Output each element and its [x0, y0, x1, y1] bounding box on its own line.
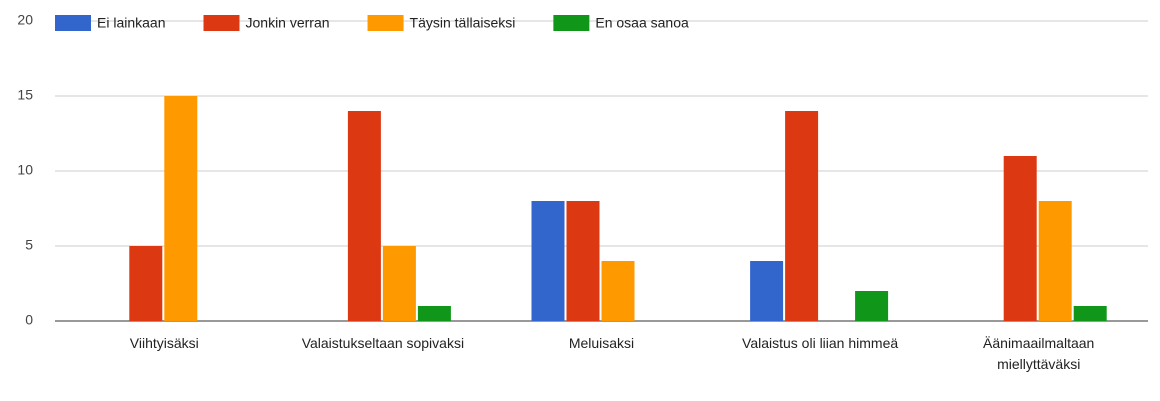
- y-tick-label: 15: [17, 87, 33, 103]
- bar: [164, 96, 198, 321]
- legend-swatch: [203, 15, 240, 31]
- x-tick-label: Viihtyisäksi: [129, 335, 199, 351]
- bar: [382, 246, 416, 321]
- bar: [417, 306, 451, 321]
- bar: [1073, 306, 1107, 321]
- legend-swatch: [55, 15, 91, 31]
- bar: [566, 201, 600, 321]
- bar: [1003, 156, 1037, 321]
- x-tick-label: Valaistukseltaan sopivaksi: [301, 335, 465, 351]
- x-tick-label: Meluisaksi: [568, 335, 635, 351]
- bar: [750, 261, 784, 321]
- y-tick-label: 5: [25, 237, 33, 253]
- y-tick-label: 10: [17, 162, 33, 178]
- bar: [129, 246, 163, 321]
- bar: [785, 111, 819, 321]
- x-tick-label: Äänimaailmaltaan miellyttäväksi: [983, 335, 1095, 372]
- legend-label: Täysin tällaiseksi: [410, 15, 516, 31]
- legend-swatch: [553, 15, 590, 31]
- y-tick-label: 0: [25, 312, 33, 328]
- bar: [601, 261, 635, 321]
- legend-swatch: [367, 15, 404, 31]
- bar: [855, 291, 889, 321]
- legend-label: Jonkin verran: [246, 15, 330, 31]
- legend-label: Ei lainkaan: [97, 15, 166, 31]
- bar: [1038, 201, 1072, 321]
- bar: [347, 111, 381, 321]
- legend-label: En osaa sanoa: [595, 15, 689, 31]
- y-tick-label: 20: [17, 12, 33, 28]
- x-tick-label: Valaistus oli liian himmeä: [742, 335, 899, 351]
- bar: [531, 201, 565, 321]
